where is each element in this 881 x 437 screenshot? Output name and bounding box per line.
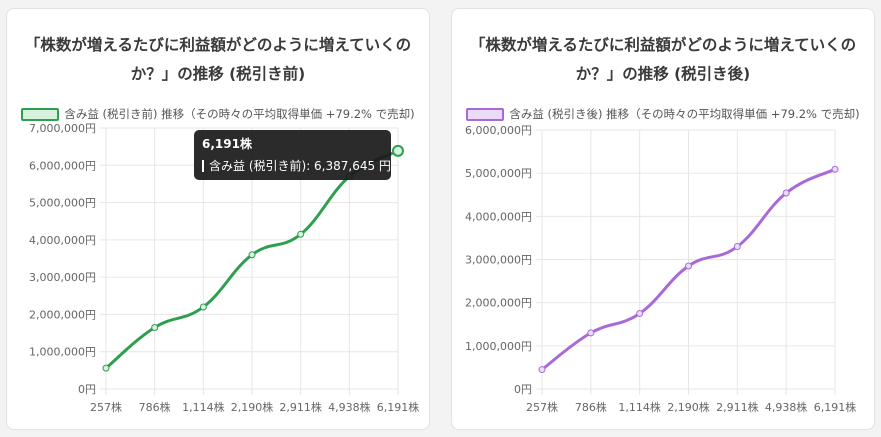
y-tick-label: 3,000,000円 (29, 271, 96, 284)
data-tooltip: 6,191株 含み益 (税引き前) : 6,387,645 円 (194, 130, 391, 180)
y-tick-label: 0円 (78, 383, 96, 396)
y-tick-label: 0円 (514, 383, 532, 396)
x-tick-label: 2,911株 (716, 400, 759, 414)
x-tick-label: 786株 (139, 400, 171, 414)
x-tick-label: 257株 (526, 400, 558, 414)
tooltip-body: 含み益 (税引き前) : 6,387,645 円 (202, 157, 391, 175)
data-point[interactable] (733, 243, 741, 251)
chart-title: 「株数が増えるたびに利益額がどのように増えていくのか？」の推移 (税引き後) (469, 36, 857, 83)
x-tick-label: 2,190株 (231, 400, 274, 414)
y-tick-label: 5,000,000円 (465, 167, 532, 180)
y-tick-label: 2,000,000円 (29, 308, 96, 321)
y-tick-label: 6,000,000円 (29, 159, 96, 172)
x-tick-label: 1,114株 (618, 400, 661, 414)
x-tick-label: 2,911株 (279, 400, 322, 414)
tooltip-swatch (202, 160, 204, 172)
x-tick-label: 6,191株 (377, 400, 420, 414)
y-tick-label: 7,000,000円 (29, 122, 96, 135)
chart-card-aftertax: 「株数が増えるたびに利益額がどのように増えていくのか？」の推移 (税引き後) 含… (451, 8, 875, 430)
x-tick-label: 4,938株 (328, 400, 371, 414)
y-tick-label: 2,000,000円 (465, 297, 532, 310)
chart-legend[interactable]: 含み益 (税引き後) 推移（その時々の平均取得単価 +79.2% で売却) (452, 106, 874, 122)
y-tick-label: 3,000,000円 (465, 254, 532, 267)
y-tick-label: 4,000,000円 (29, 234, 96, 247)
tooltip-title: 6,191株 (202, 137, 252, 151)
y-tick-label: 1,000,000円 (465, 340, 532, 353)
x-tick-label: 1,114株 (182, 400, 225, 414)
x-tick-label: 257株 (90, 400, 122, 414)
data-point[interactable] (831, 165, 839, 173)
x-tick-label: 4,938株 (765, 400, 808, 414)
tooltip-colon: : (306, 159, 315, 173)
y-tick-label: 4,000,000円 (465, 210, 532, 223)
x-tick-label: 786株 (575, 400, 607, 414)
line-chart-pretax[interactable]: 0円 1,000,000円 2,000,000円 3,000,000円 4,000,00… (7, 9, 431, 431)
legend-swatch (21, 107, 60, 121)
chart-legend[interactable]: 含み益 (税引き前) 推移（その時々の平均取得単価 +79.2% で売却) (7, 106, 429, 122)
data-point[interactable] (199, 303, 207, 311)
data-point[interactable] (636, 309, 644, 317)
data-point[interactable] (297, 230, 305, 238)
legend-label: 含み益 (税引き前) 推移（その時々の平均取得単価 +79.2% で売却) (64, 107, 415, 121)
data-point[interactable] (102, 364, 110, 372)
x-tick-label: 6,191株 (814, 400, 857, 414)
data-point[interactable] (392, 144, 404, 157)
y-tick-label: 5,000,000円 (29, 197, 96, 210)
data-point[interactable] (151, 323, 159, 331)
data-point[interactable] (248, 251, 256, 259)
data-point[interactable] (538, 366, 546, 374)
tooltip-value: 6,387,645 円 (314, 159, 391, 173)
tooltip-series-label: 含み益 (税引き前) (209, 159, 307, 173)
x-tick-label: 2,190株 (667, 400, 710, 414)
data-point[interactable] (782, 189, 790, 197)
chart-title: 「株数が増えるたびに利益額がどのように増えていくのか？」の推移 (税引き前) (24, 36, 412, 83)
y-tick-label: 6,000,000円 (465, 124, 532, 137)
legend-label: 含み益 (税引き後) 推移（その時々の平均取得単価 +79.2% で売却) (509, 107, 860, 121)
data-point[interactable] (587, 329, 595, 337)
chart-card-pretax: 「株数が増えるたびに利益額がどのように増えていくのか？」の推移 (税引き前) 含… (6, 8, 430, 430)
legend-swatch (466, 107, 505, 121)
line-chart-aftertax[interactable]: 0円 1,000,000円 2,000,000円 3,000,000円 4,000,00… (452, 9, 876, 431)
data-point[interactable] (685, 262, 692, 270)
y-tick-label: 1,000,000円 (29, 346, 96, 359)
